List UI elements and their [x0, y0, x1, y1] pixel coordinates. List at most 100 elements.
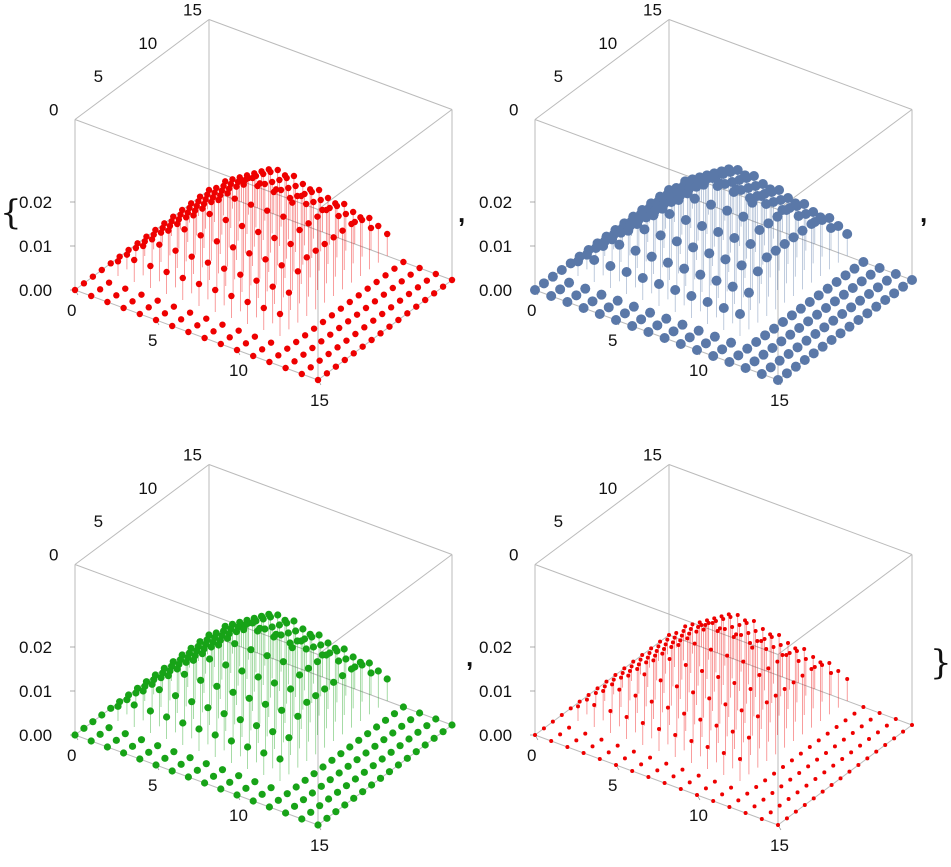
data-point — [838, 289, 849, 300]
data-point — [292, 783, 300, 791]
data-point — [601, 689, 606, 693]
data-point — [685, 636, 690, 641]
data-point — [787, 651, 792, 655]
data-point — [640, 653, 645, 657]
data-point — [806, 764, 811, 769]
data-point — [836, 669, 841, 673]
data-point — [704, 248, 715, 259]
box-edge — [777, 724, 913, 826]
data-point — [639, 762, 644, 767]
data-point — [640, 721, 645, 725]
data-point — [763, 218, 774, 229]
data-point — [792, 342, 803, 353]
data-point — [103, 743, 111, 751]
data-point — [274, 796, 282, 804]
data-point — [89, 718, 97, 726]
data-point — [350, 350, 357, 357]
data-point — [683, 624, 688, 629]
data-point — [231, 195, 238, 202]
x-tick-label: 0 — [67, 746, 76, 765]
data-point — [301, 776, 309, 784]
data-point — [190, 212, 197, 219]
data-point — [687, 780, 692, 785]
data-point — [136, 755, 144, 763]
data-point — [611, 315, 621, 325]
data-point — [720, 792, 725, 797]
data-point — [298, 192, 305, 200]
data-point — [662, 781, 667, 785]
data-point — [671, 236, 682, 247]
data-point — [690, 622, 695, 627]
data-point — [432, 715, 440, 723]
data-point — [709, 331, 720, 342]
data-point — [330, 678, 338, 686]
data-point — [316, 357, 323, 364]
data-point — [145, 748, 153, 756]
data-point — [170, 748, 178, 756]
data-point — [849, 263, 860, 274]
data-point — [179, 274, 186, 282]
data-point — [622, 756, 627, 761]
data-point — [714, 723, 719, 728]
data-point — [152, 761, 160, 769]
data-point — [333, 788, 342, 796]
data-point — [231, 640, 239, 648]
data-point — [556, 265, 567, 275]
data-point — [688, 627, 693, 631]
data-point — [710, 621, 715, 625]
data-point — [157, 229, 165, 236]
data-point — [678, 787, 683, 791]
data-point — [723, 702, 728, 707]
data-point — [837, 309, 848, 319]
data-point — [368, 781, 376, 789]
data-point — [614, 763, 618, 767]
data-point — [761, 797, 766, 802]
data-point — [369, 762, 377, 770]
data-point — [680, 767, 685, 772]
data-point — [182, 214, 190, 221]
data-point — [344, 762, 352, 770]
data-point — [136, 310, 143, 318]
data-point — [336, 324, 343, 332]
data-point — [123, 251, 131, 258]
data-point — [835, 328, 846, 339]
data-point — [270, 679, 278, 687]
data-point — [771, 645, 776, 649]
data-point — [769, 323, 780, 334]
box-edge — [74, 464, 210, 565]
data-point — [813, 777, 818, 781]
data-point — [416, 709, 424, 717]
data-point — [844, 321, 855, 332]
data-point — [398, 722, 406, 730]
data-point — [289, 199, 296, 206]
data-point — [692, 641, 697, 646]
data-point — [816, 738, 821, 743]
data-point — [283, 790, 291, 798]
data-point — [298, 815, 306, 823]
data-point — [576, 704, 580, 709]
data-point — [337, 305, 345, 312]
data-point — [316, 802, 324, 810]
data-point — [367, 669, 375, 677]
z-tick-label: 0.01 — [19, 682, 52, 701]
data-point — [832, 744, 837, 749]
data-point — [226, 778, 234, 786]
data-point — [827, 661, 832, 665]
data-point — [786, 641, 790, 645]
data-point — [373, 278, 380, 286]
data-point — [741, 659, 746, 664]
data-point — [278, 706, 286, 714]
data-point — [129, 298, 136, 305]
y-tick-label: 15 — [643, 446, 662, 465]
data-point — [209, 772, 218, 780]
data-point — [790, 198, 801, 209]
y-tick-label: 5 — [94, 67, 103, 86]
data-point — [533, 733, 537, 737]
data-point — [862, 308, 873, 319]
z-tick-label: 0.01 — [19, 237, 52, 256]
data-point — [310, 198, 317, 206]
data-point — [139, 242, 147, 250]
data-point — [89, 273, 97, 280]
data-point — [604, 679, 609, 684]
box-edge — [74, 19, 210, 120]
